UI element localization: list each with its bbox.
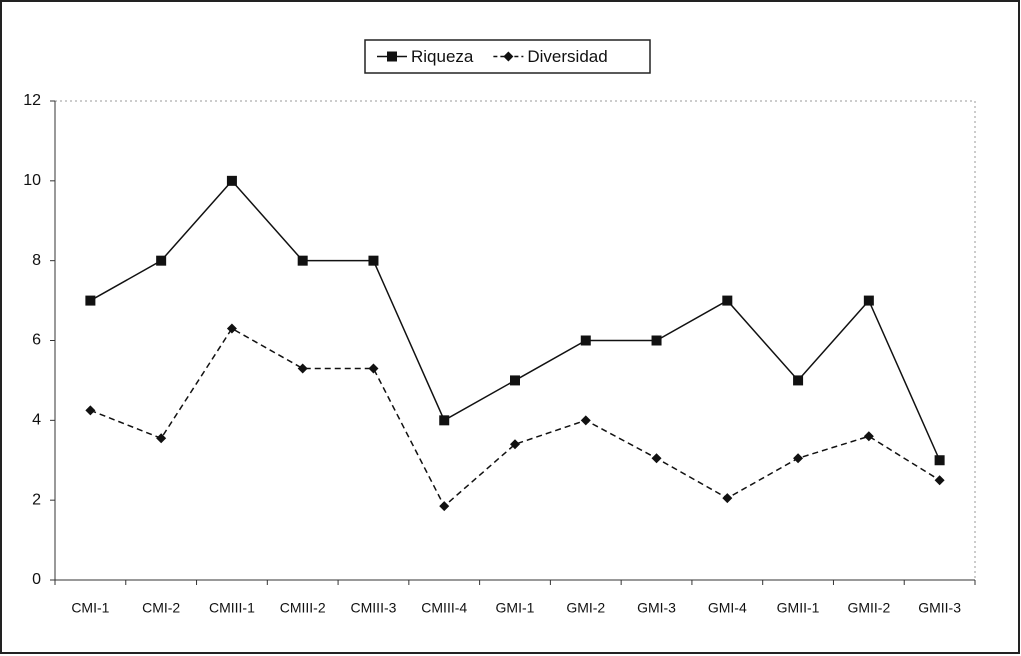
data-point (863, 431, 874, 442)
data-point (368, 363, 379, 374)
data-point (156, 255, 167, 266)
legend-marker (503, 51, 514, 62)
data-point (793, 453, 804, 464)
data-point (226, 175, 237, 186)
y-tick-label: 2 (32, 491, 41, 508)
series-line (90, 327, 941, 508)
data-point (226, 323, 237, 334)
x-tick-label: CMIII-4 (421, 600, 467, 616)
data-point (156, 433, 167, 444)
data-point (651, 335, 662, 346)
data-point (510, 439, 520, 450)
y-tick-label: 12 (23, 92, 41, 109)
data-point (85, 295, 96, 306)
data-point (793, 375, 804, 386)
y-tick-label: 4 (32, 412, 41, 429)
plot-border (55, 100, 976, 580)
series-line (90, 179, 941, 461)
data-point (651, 453, 662, 464)
x-tick-label: GMI-2 (566, 600, 605, 616)
data-point (297, 363, 308, 374)
x-tick-label: CMI-1 (71, 600, 109, 616)
data-point (934, 455, 945, 466)
x-tick-label: GMII-1 (777, 600, 820, 616)
data-point (439, 415, 450, 426)
y-tick-label: 8 (32, 252, 41, 269)
x-tick-label: GMII-2 (847, 600, 890, 616)
legend-label: Riqueza (411, 47, 474, 66)
data-point (863, 295, 874, 306)
legend-label: Diversidad (527, 47, 607, 66)
data-point (510, 375, 520, 386)
data-point (722, 493, 733, 504)
x-tick-label: GMII-3 (918, 600, 961, 616)
y-tick-label: 10 (23, 172, 41, 189)
x-tick-label: GMI-4 (708, 600, 747, 616)
x-tick-label: CMI-2 (142, 600, 180, 616)
data-point (368, 255, 379, 266)
data-point (297, 255, 308, 266)
x-tick-label: GMI-3 (637, 600, 676, 616)
data-point (580, 415, 591, 426)
data-point (722, 295, 733, 306)
y-tick-label: 0 (32, 571, 41, 588)
legend-marker (387, 51, 397, 62)
x-tick-label: CMIII-1 (209, 600, 255, 616)
data-point (85, 405, 96, 416)
x-tick-label: CMIII-3 (351, 600, 397, 616)
x-tick-label: GMI-1 (496, 600, 535, 616)
y-tick-label: 6 (32, 332, 41, 349)
data-point (580, 335, 591, 346)
data-point (439, 501, 450, 512)
data-point (934, 475, 945, 486)
x-tick-label: CMIII-2 (280, 600, 326, 616)
